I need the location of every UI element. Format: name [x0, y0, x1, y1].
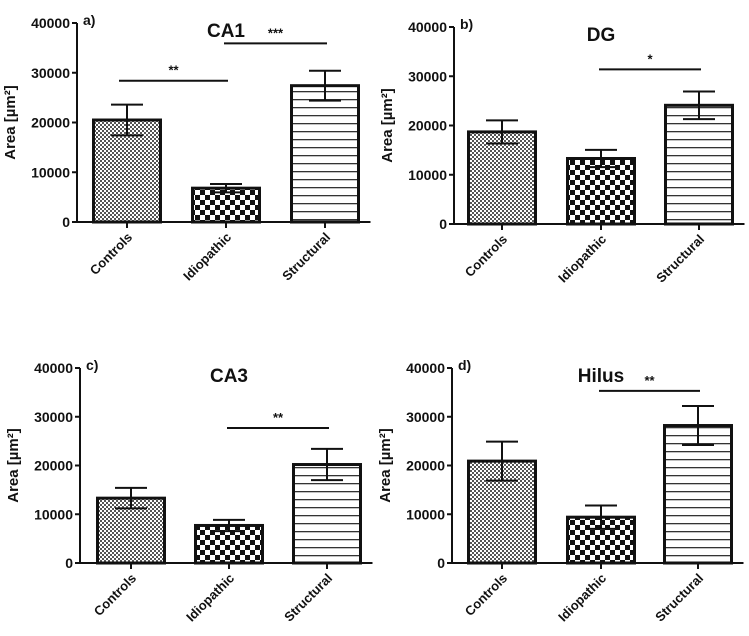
panel-label: c): [86, 357, 98, 373]
x-tick-label: Controls: [87, 230, 135, 278]
x-tick-label: Structural: [281, 571, 335, 625]
y-tick-label: 10000: [31, 164, 70, 180]
y-tick-label: 0: [439, 216, 447, 232]
bar-structural: [664, 103, 734, 226]
bar-idiopathic: [566, 156, 636, 226]
significance-label: **: [273, 410, 284, 425]
y-axis-label: Area [µm²]: [2, 85, 19, 160]
x-tick-label: Structural: [279, 230, 333, 284]
panel-label: b): [460, 16, 473, 32]
y-tick-label: 20000: [408, 118, 447, 134]
chart-panel-2: 0 10000 20000 30000 40000 DG b) Area [µm²] Contr…: [379, 16, 745, 286]
bar-structural: [663, 424, 733, 565]
y-axis-label: Area [µm²]: [5, 428, 22, 503]
chart-title: DG: [587, 25, 616, 46]
y-tick-label: 40000: [406, 360, 445, 376]
error-bar: [585, 148, 617, 169]
y-tick-label: 0: [65, 555, 73, 571]
y-tick-label: 20000: [406, 458, 445, 474]
error-bar: [311, 447, 343, 482]
y-tick-label: 10000: [406, 506, 445, 522]
y-axis-label: Area [µm²]: [379, 88, 396, 163]
y-tick-label: 0: [62, 214, 70, 230]
y-tick-label: 10000: [408, 167, 447, 183]
significance-label: **: [644, 373, 655, 388]
bar-structural: [290, 84, 360, 224]
panel-label: d): [458, 357, 471, 373]
error-bar: [486, 119, 518, 145]
x-tick-label: Structural: [652, 571, 706, 625]
y-tick-label: 10000: [34, 506, 73, 522]
x-tick-label: Controls: [462, 232, 510, 280]
error-bar: [115, 486, 147, 510]
bar-idiopathic: [191, 186, 261, 224]
y-tick-label: 40000: [31, 15, 70, 31]
error-bar: [111, 103, 143, 137]
error-bar: [585, 504, 617, 530]
error-bar: [683, 90, 715, 121]
y-tick-label: 40000: [408, 19, 447, 35]
y-tick-label: 0: [437, 555, 445, 571]
panel-label: a): [83, 12, 95, 28]
y-axis-label: Area [µm²]: [377, 428, 394, 503]
x-tick-label: Controls: [91, 571, 139, 619]
error-bar: [213, 518, 245, 533]
chart-panel-4: 0 10000 20000 30000 40000 Hilus d) Area [µm²] Co…: [377, 357, 744, 625]
y-tick-label: 20000: [34, 458, 73, 474]
bar-controls: [467, 130, 537, 226]
y-tick-label: 30000: [31, 65, 70, 81]
x-tick-label: Idiopathic: [183, 571, 237, 625]
error-bar: [486, 440, 518, 482]
significance-label: ***: [268, 25, 284, 40]
error-bar: [210, 182, 242, 194]
chart-title: CA1: [207, 21, 245, 42]
y-tick-label: 40000: [34, 360, 73, 376]
error-bar: [682, 405, 714, 447]
error-bar: [309, 69, 341, 102]
significance-label: *: [647, 51, 653, 66]
y-tick-label: 30000: [408, 68, 447, 84]
significance-label: **: [168, 63, 179, 78]
chart-panel-1: 0 10000 20000 30000 40000 CA1 a) Area [µm²] Cont…: [2, 12, 371, 284]
chart-panel-3: 0 10000 20000 30000 40000 CA3 c) Area [µm²] Cont…: [5, 357, 373, 625]
chart-title: Hilus: [578, 366, 624, 387]
y-tick-label: 30000: [34, 409, 73, 425]
x-tick-label: Idiopathic: [555, 232, 609, 286]
chart-title: CA3: [210, 366, 248, 387]
y-tick-label: 20000: [31, 115, 70, 131]
x-tick-label: Structural: [653, 232, 707, 286]
x-tick-label: Idiopathic: [180, 230, 234, 284]
y-tick-label: 30000: [406, 409, 445, 425]
x-tick-label: Controls: [462, 571, 510, 619]
x-tick-label: Idiopathic: [555, 571, 609, 625]
